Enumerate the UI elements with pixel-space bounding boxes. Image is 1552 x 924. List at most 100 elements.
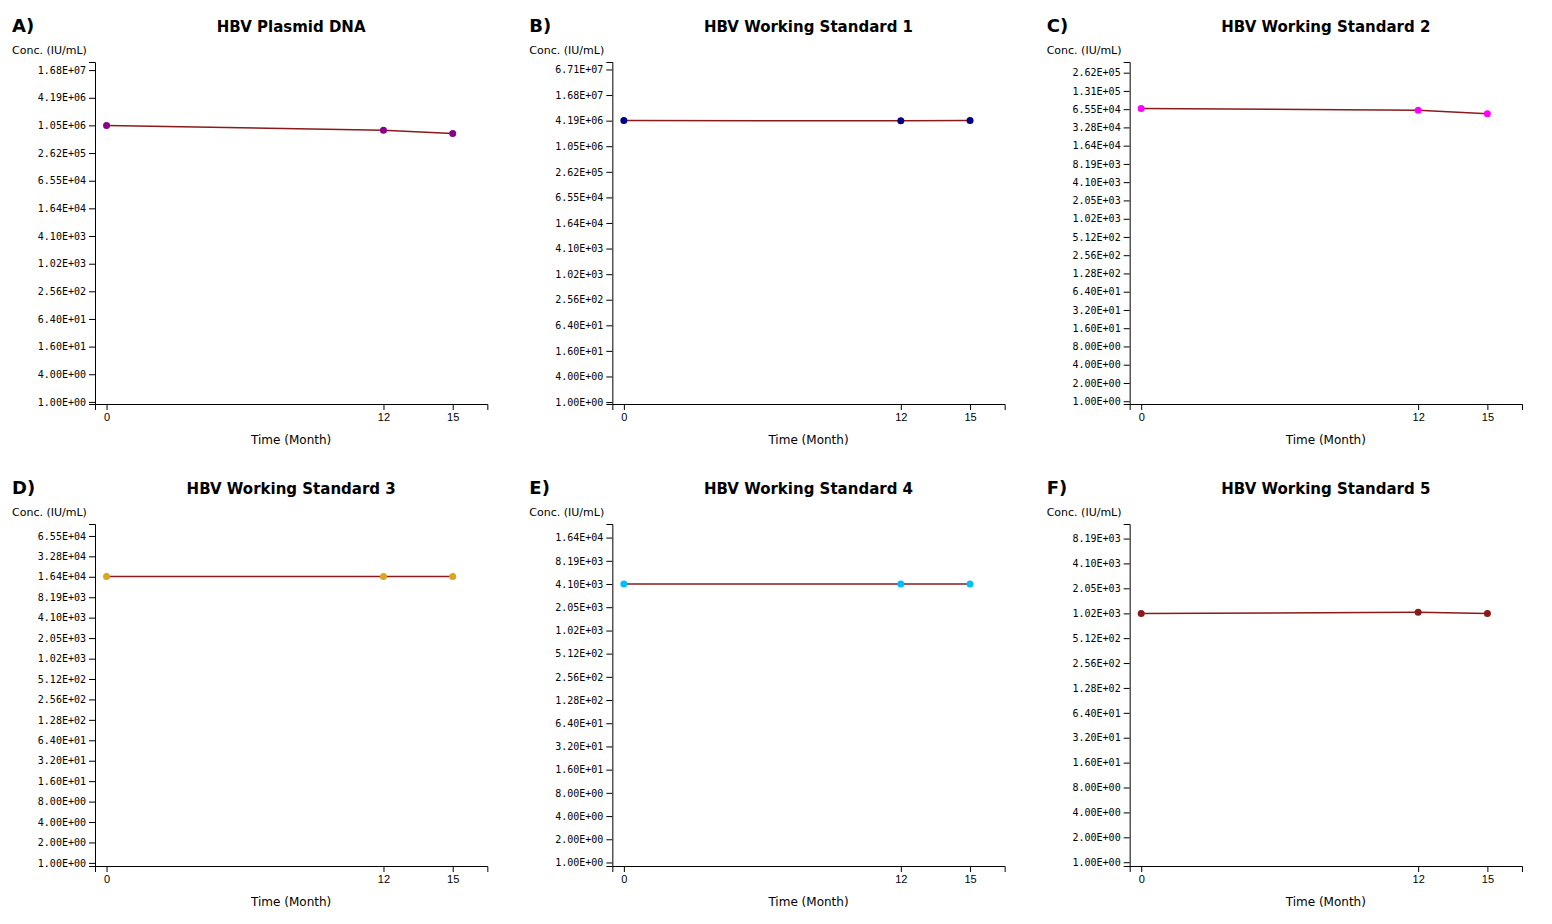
tick-label: 2.00E+00 xyxy=(555,834,603,845)
y-tick: 6.40E+01 xyxy=(1072,286,1129,297)
tick-mark xyxy=(1124,383,1130,384)
tick-mark xyxy=(89,319,95,320)
y-tick: 1.00E+00 xyxy=(38,397,95,408)
tick-label: 6.40E+01 xyxy=(1072,286,1120,297)
tick-label: 1.31E+05 xyxy=(1072,86,1120,97)
tick-mark xyxy=(1124,365,1130,366)
tick-mark xyxy=(1124,200,1130,201)
tick-mark xyxy=(606,677,612,678)
y-axis-label: Conc. (IU/mL) xyxy=(529,44,604,57)
tick-mark xyxy=(89,125,95,126)
line xyxy=(107,576,453,578)
tick-mark xyxy=(1124,273,1130,274)
y-tick: 1.00E+00 xyxy=(555,397,612,408)
axis-line xyxy=(613,405,1005,411)
tick-mark xyxy=(606,538,612,539)
y-axis-label: Conc. (IU/mL) xyxy=(12,506,87,519)
tick-label: 8.19E+03 xyxy=(1072,533,1120,544)
tick-label: 0 xyxy=(621,411,627,423)
y-tick: 6.55E+04 xyxy=(38,175,95,186)
tick-label: 3.20E+01 xyxy=(555,741,603,752)
tick-label: 2.62E+05 xyxy=(38,148,86,159)
tick-mark xyxy=(1124,713,1130,714)
y-tick: 3.20E+01 xyxy=(38,755,95,766)
tick-mark xyxy=(1418,866,1419,872)
tick-mark xyxy=(453,404,454,410)
axis-line xyxy=(606,525,613,867)
tick-mark xyxy=(1124,219,1130,220)
y-tick: 8.00E+00 xyxy=(1072,341,1129,352)
y-tick: 1.60E+01 xyxy=(1072,757,1129,768)
tick-label: 8.00E+00 xyxy=(1072,782,1120,793)
tick-label: 0 xyxy=(1139,411,1145,423)
tick-label: 6.55E+04 xyxy=(38,531,86,542)
x-tick: 0 xyxy=(1139,404,1145,423)
x-tick: 15 xyxy=(447,404,459,423)
point xyxy=(380,127,387,134)
tick-mark xyxy=(1418,404,1419,410)
axis-line xyxy=(613,867,1005,873)
x-tick: 0 xyxy=(104,866,110,885)
tick-label: 2.62E+05 xyxy=(555,167,603,178)
tick-label: 4.10E+03 xyxy=(1072,177,1120,188)
point xyxy=(967,117,974,124)
y-tick: 2.00E+00 xyxy=(38,837,95,848)
tick-mark xyxy=(89,679,95,680)
tick-label: 1.60E+01 xyxy=(555,764,603,775)
tick-mark xyxy=(606,351,612,352)
y-tick: 2.56E+02 xyxy=(38,694,95,705)
tick-mark xyxy=(606,631,612,632)
tick-label: 6.55E+04 xyxy=(1072,104,1120,115)
tick-label: 12 xyxy=(1413,873,1425,885)
line xyxy=(1141,109,1487,114)
y-tick: 2.00E+00 xyxy=(555,834,612,845)
plot-area xyxy=(103,122,456,137)
point xyxy=(967,580,974,587)
tick-label: 2.56E+02 xyxy=(1072,658,1120,669)
y-tick: 2.62E+05 xyxy=(555,167,612,178)
tick-mark xyxy=(89,577,95,578)
panel-label: C) xyxy=(1047,15,1068,36)
y-tick: 1.28E+02 xyxy=(555,695,612,706)
point xyxy=(103,573,110,580)
title: HBV Working Standard 3 xyxy=(187,480,396,498)
tick-label: 2.05E+03 xyxy=(555,602,603,613)
tick-mark xyxy=(89,802,95,803)
tick-mark xyxy=(1124,588,1130,589)
x-tick: 15 xyxy=(1482,404,1494,423)
tick-mark xyxy=(606,376,612,377)
tick-mark xyxy=(606,839,612,840)
tick-label: 15 xyxy=(447,411,459,423)
tick-mark xyxy=(606,584,612,585)
tick-mark xyxy=(606,654,612,655)
panel: 012158.19E+034.10E+032.05E+031.02E+035.1… xyxy=(1047,477,1523,909)
tick-label: 2.00E+00 xyxy=(38,837,86,848)
y-axis-label: Conc. (IU/mL) xyxy=(12,44,87,57)
y-tick: 3.20E+01 xyxy=(555,741,612,752)
tick-mark xyxy=(606,121,612,122)
y-tick: 1.02E+03 xyxy=(38,258,95,269)
tick-label: 1.02E+03 xyxy=(1072,213,1120,224)
y-tick: 2.56E+02 xyxy=(1072,250,1129,261)
y-tick: 5.12E+02 xyxy=(38,674,95,685)
point xyxy=(1484,610,1491,617)
y-tick: 2.56E+02 xyxy=(555,672,612,683)
tick-label: 4.10E+03 xyxy=(38,612,86,623)
y-tick: 2.56E+02 xyxy=(1072,658,1129,669)
tick-label: 1.64E+04 xyxy=(1072,140,1120,151)
x-tick: 12 xyxy=(895,404,907,423)
tick-label: 6.40E+01 xyxy=(555,320,603,331)
y-tick: 1.05E+06 xyxy=(555,141,612,152)
title: HBV Working Standard 4 xyxy=(704,480,913,498)
tick-mark xyxy=(606,95,612,96)
y-axis: 6.71E+071.68E+074.19E+061.05E+062.62E+05… xyxy=(555,63,613,408)
tick-label: 6.40E+01 xyxy=(38,735,86,746)
tick-label: 6.40E+01 xyxy=(1072,708,1120,719)
tick-label: 1.64E+04 xyxy=(555,218,603,229)
tick-label: 12 xyxy=(378,873,390,885)
tick-label: 1.60E+01 xyxy=(1072,757,1120,768)
x-axis: 01215 xyxy=(613,404,1005,423)
y-axis: 1.68E+074.19E+061.05E+062.62E+056.55E+04… xyxy=(38,63,96,408)
tick-label: 4.00E+00 xyxy=(555,811,603,822)
y-tick: 4.10E+03 xyxy=(555,579,612,590)
